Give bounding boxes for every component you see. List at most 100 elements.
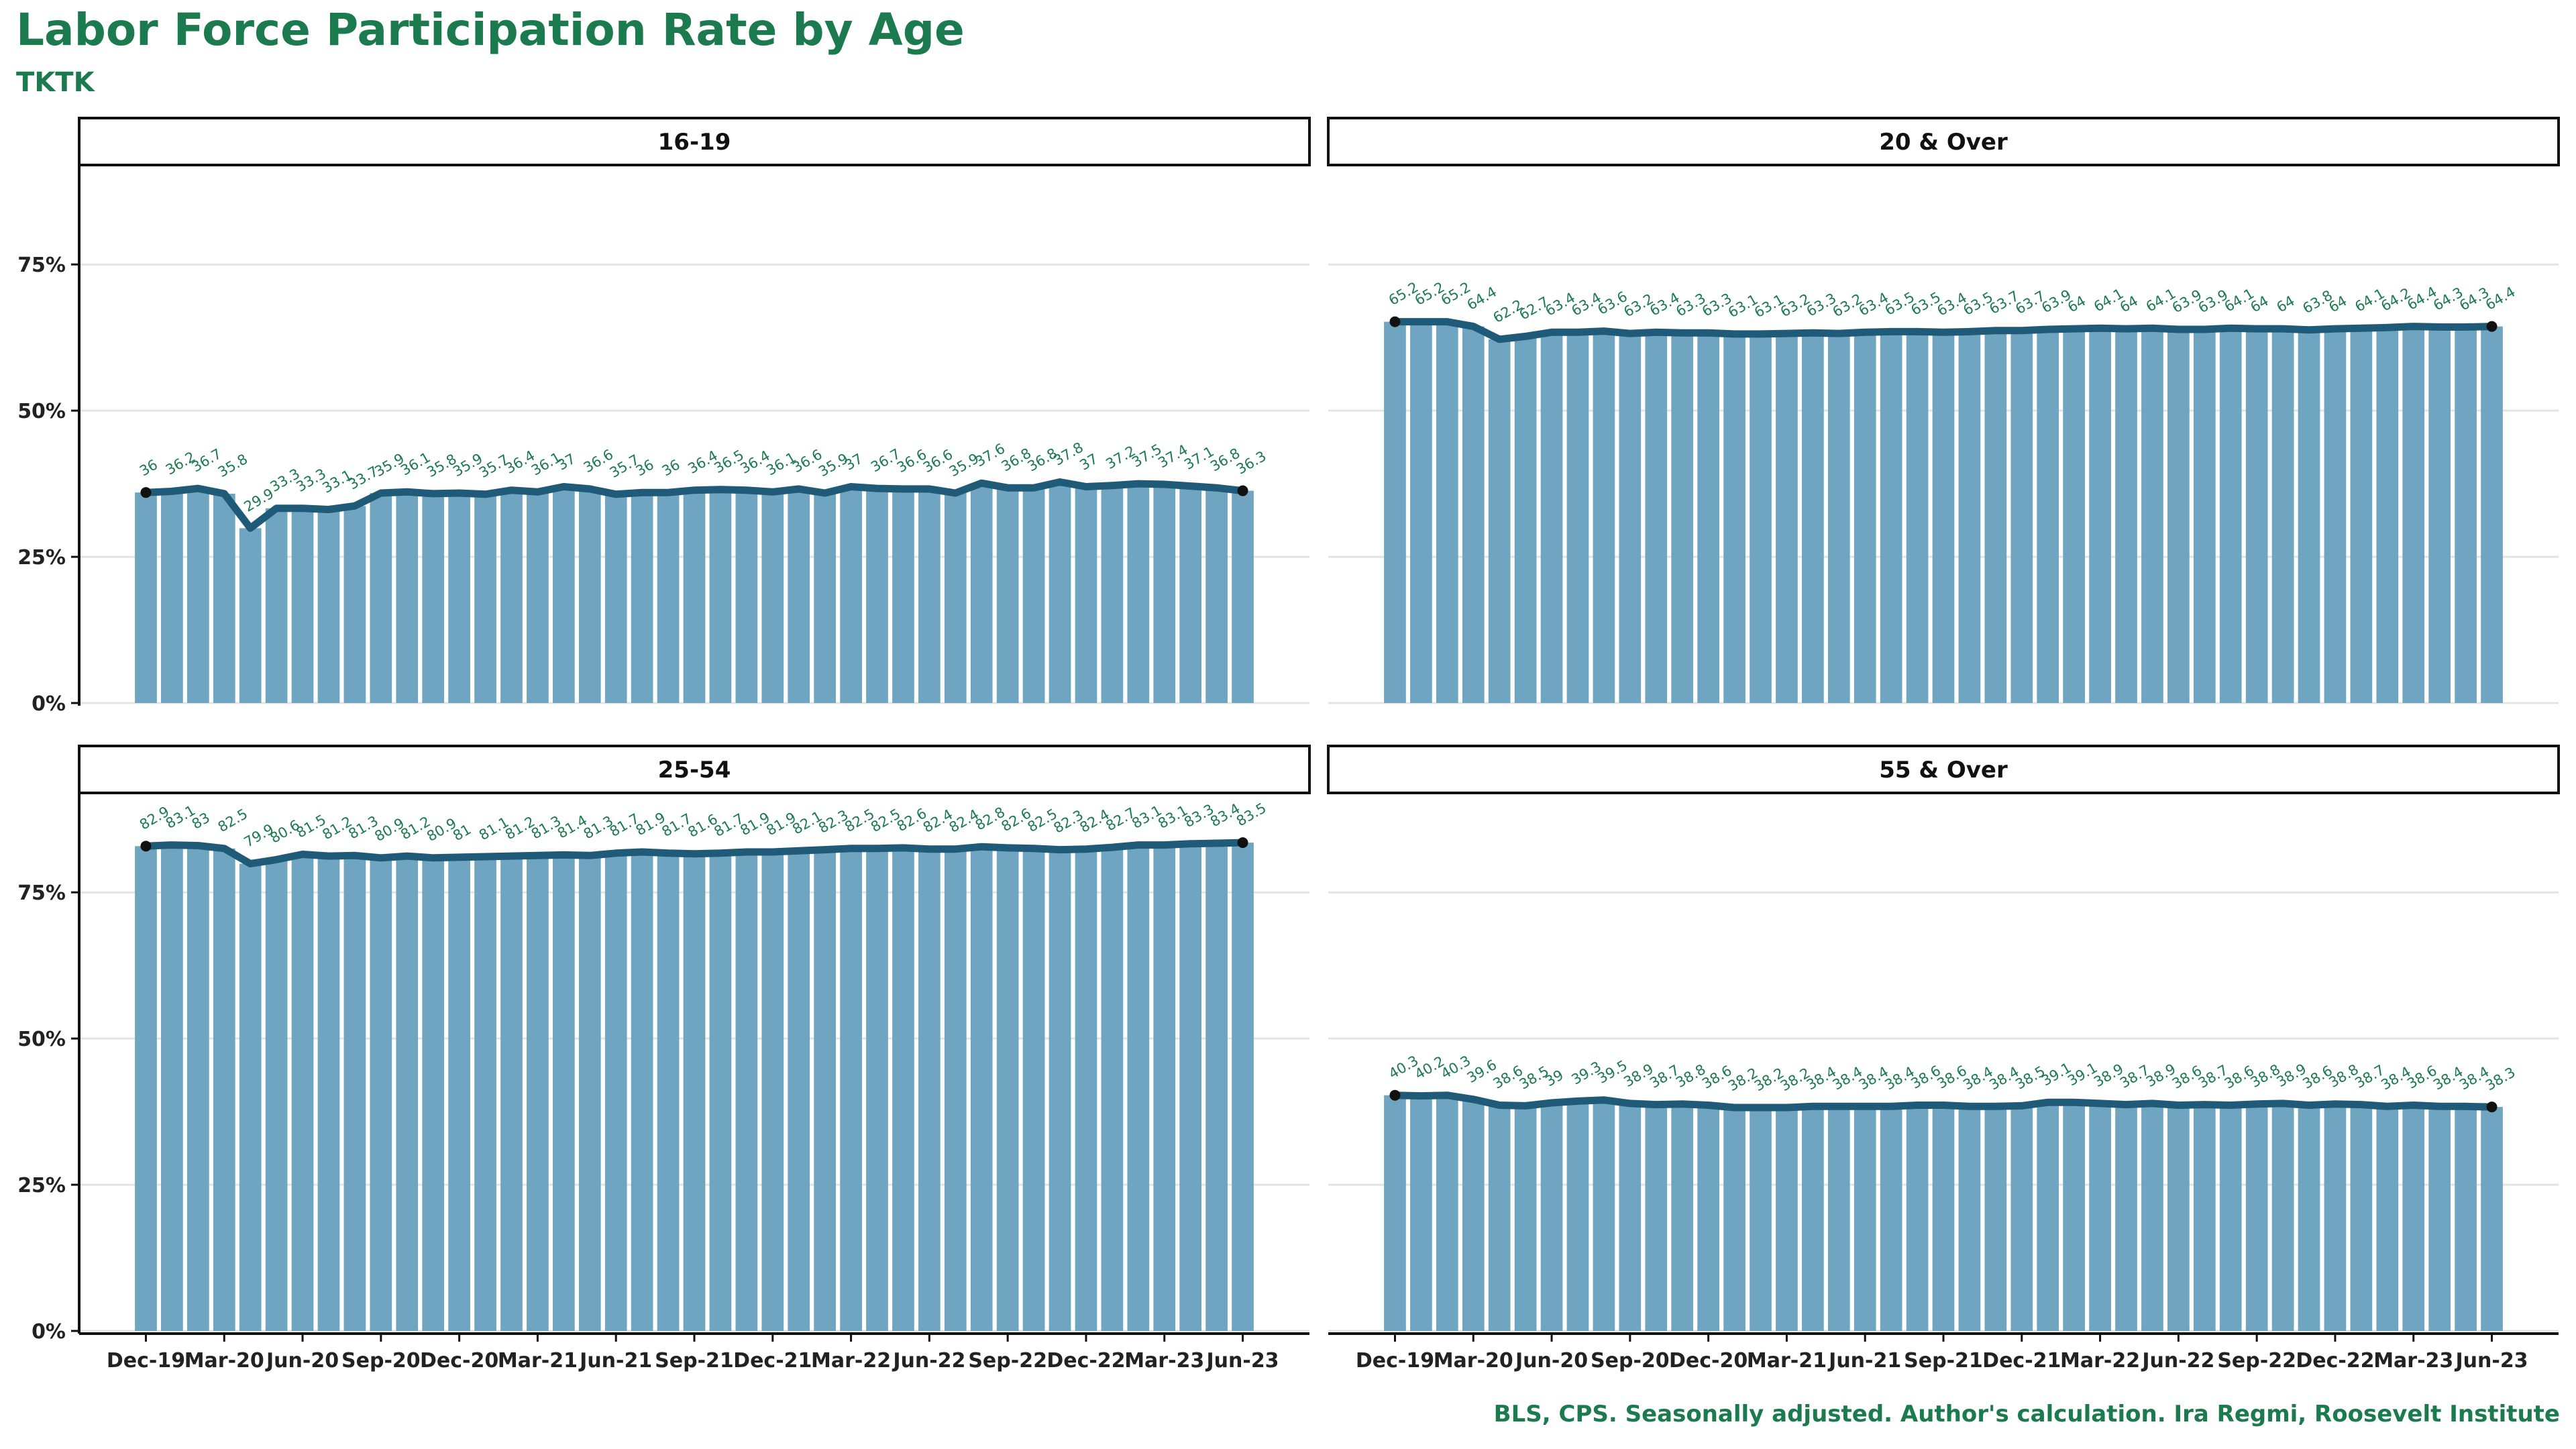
bar [1514, 1106, 1537, 1331]
bar [1179, 486, 1202, 703]
series-line [146, 839, 1243, 867]
panel-strip [78, 745, 1311, 794]
bar [1958, 331, 1981, 703]
bar [2141, 328, 2163, 703]
bar [1410, 1095, 1432, 1331]
bar [2063, 1102, 2086, 1331]
series-line [1395, 1091, 2492, 1112]
x-tick-label: Jun-22 [892, 1349, 965, 1373]
point [1389, 1089, 1401, 1101]
bar [474, 494, 496, 703]
x-tick-label: Dec-20 [1669, 1349, 1748, 1373]
panel-0: 16-190%25%50%75%36 36.236.735.829.933.333… [17, 117, 1311, 716]
point [2486, 1102, 2498, 1113]
panel-strip [1327, 745, 2560, 794]
bar [761, 492, 784, 703]
bar [814, 849, 837, 1331]
x-tick-label: Sep-21 [1904, 1349, 1983, 1373]
bar [343, 506, 366, 703]
bar [2298, 329, 2320, 703]
x-tick-label: Jun-21 [1827, 1349, 1901, 1373]
bar [317, 509, 340, 703]
bar [840, 848, 862, 1331]
bar [1436, 1095, 1458, 1331]
bar [186, 488, 209, 703]
bar [2271, 329, 2294, 704]
bar [135, 492, 157, 703]
x-tick-label: Mar-21 [498, 1349, 578, 1373]
bar [213, 493, 235, 703]
bar [1540, 332, 1563, 703]
bar [2271, 1103, 2294, 1331]
bar [265, 859, 288, 1331]
x-tick-label: Mar-20 [1434, 1349, 1513, 1373]
x-tick-label: Sep-22 [968, 1349, 1047, 1373]
bar [1932, 1105, 1955, 1331]
bar [1958, 1106, 1981, 1331]
bar [788, 488, 810, 703]
bar [1462, 326, 1485, 704]
x-tick-label: Jun-20 [265, 1349, 339, 1373]
x-tick-label: Dec-20 [420, 1349, 498, 1373]
bar [892, 847, 914, 1331]
x-tick-label: Dec-21 [733, 1349, 812, 1373]
bar [735, 852, 758, 1331]
bar [2376, 327, 2399, 703]
bar [1410, 321, 1432, 703]
bar [2193, 1104, 2216, 1331]
bar [2063, 329, 2086, 704]
bar [1880, 1106, 1902, 1331]
bar [918, 849, 941, 1331]
data-label: 36 [137, 456, 160, 479]
bar [265, 508, 288, 703]
x-tick-label: Jun-22 [2141, 1349, 2214, 1373]
bar [1127, 845, 1150, 1331]
series-line [1395, 318, 2492, 343]
bar [788, 851, 810, 1331]
bar [527, 855, 549, 1331]
bar [1645, 1104, 1668, 1331]
bar [944, 849, 967, 1331]
bar [1827, 1106, 1850, 1331]
bar [996, 847, 1019, 1331]
panel-strip [78, 117, 1311, 166]
y-tick-label: 0% [32, 1320, 66, 1344]
bar [1514, 336, 1537, 703]
bar [1593, 1099, 1615, 1331]
bar [1801, 333, 1824, 704]
bar [761, 852, 784, 1331]
bar [1488, 339, 1511, 703]
bar [1436, 321, 1458, 703]
bar [2428, 1106, 2451, 1331]
bar [892, 488, 914, 703]
bar [944, 493, 967, 703]
bar [1384, 1095, 1406, 1331]
bar [1671, 333, 1694, 704]
x-tick-label: Mar-22 [2060, 1349, 2140, 1373]
bar [1153, 845, 1176, 1331]
bar [2167, 1105, 2190, 1331]
bar [239, 528, 262, 703]
x-tick-label: Jun-23 [1205, 1349, 1279, 1373]
bar [683, 853, 706, 1331]
bar [1697, 1105, 1719, 1331]
bar [422, 493, 445, 703]
bar [1127, 484, 1150, 703]
bar [1022, 488, 1045, 703]
bar [1723, 333, 1746, 703]
y-tick-label: 75% [17, 881, 66, 905]
data-label: 37 [842, 451, 865, 474]
bar [1776, 333, 1798, 703]
point [1237, 485, 1248, 496]
bar [1645, 332, 1668, 703]
bar [840, 486, 862, 703]
data-label: 38.3 [2483, 1064, 2518, 1093]
bar [1697, 333, 1719, 704]
bar [657, 492, 680, 703]
y-tick-label: 50% [17, 400, 66, 423]
bar [1205, 843, 1228, 1331]
x-tick-label: Mar-23 [2373, 1349, 2453, 1373]
bar [2167, 329, 2190, 703]
